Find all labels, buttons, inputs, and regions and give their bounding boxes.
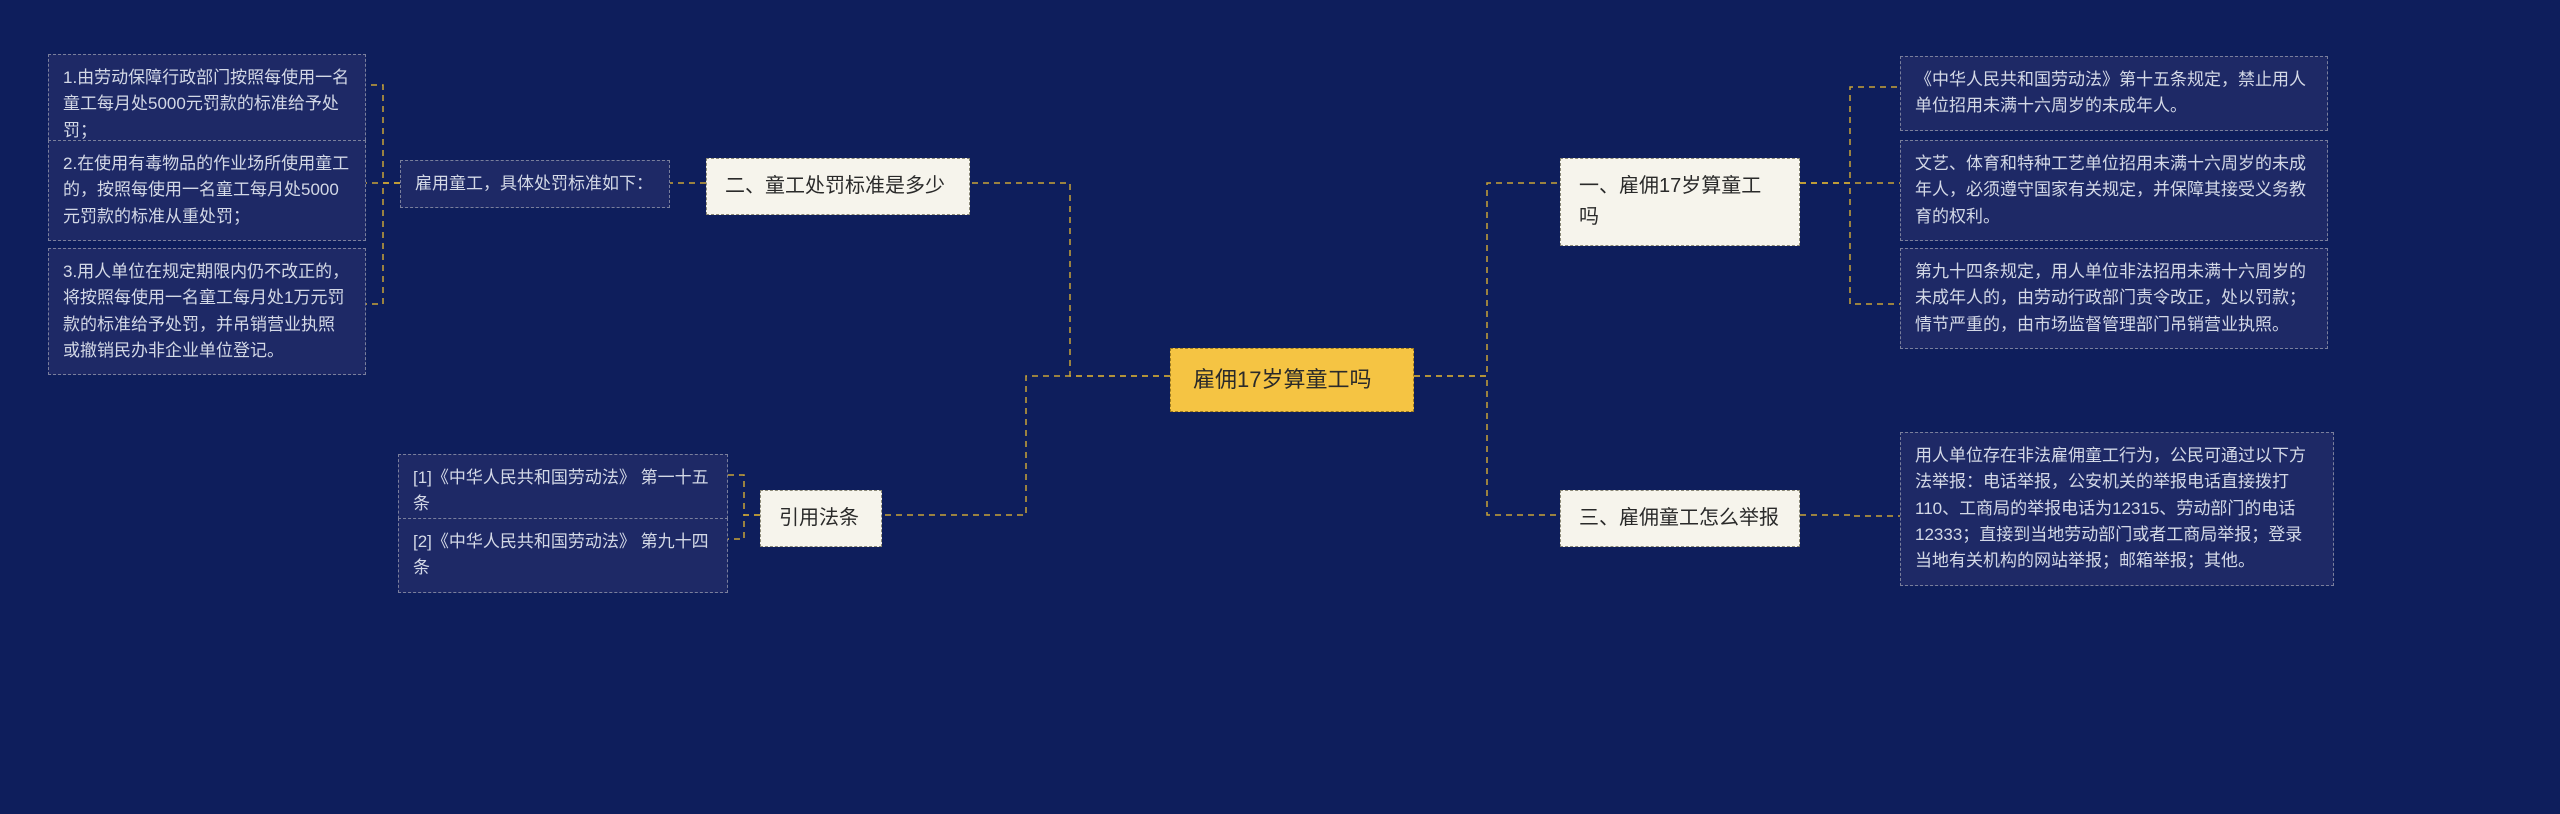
branch-3: 三、雇佣童工怎么举报 <box>1560 490 1800 547</box>
branch-3-leaf-1: 用人单位存在非法雇佣童工行为，公民可通过以下方法举报：电话举报，公安机关的举报电… <box>1900 432 2334 586</box>
branch-2-leaf-3: 3.用人单位在规定期限内仍不改正的，将按照每使用一名童工每月处1万元罚款的标准给… <box>48 248 366 375</box>
branch-1: 一、雇佣17岁算童工吗 <box>1560 158 1800 246</box>
branch-2: 二、童工处罚标准是多少 <box>706 158 970 215</box>
branch-1-leaf-2: 文艺、体育和特种工艺单位招用未满十六周岁的未成年人，必须遵守国家有关规定，并保障… <box>1900 140 2328 241</box>
branch-1-leaf-3: 第九十四条规定，用人单位非法招用未满十六周岁的未成年人的，由劳动行政部门责令改正… <box>1900 248 2328 349</box>
root-node: 雇佣17岁算童工吗 <box>1170 348 1414 412</box>
branch-2-sub-1: 雇用童工，具体处罚标准如下： <box>400 160 670 208</box>
branch-4: 引用法条 <box>760 490 882 547</box>
branch-2-leaf-2: 2.在使用有毒物品的作业场所使用童工的，按照每使用一名童工每月处5000元罚款的… <box>48 140 366 241</box>
branch-1-leaf-1: 《中华人民共和国劳动法》第十五条规定，禁止用人单位招用未满十六周岁的未成年人。 <box>1900 56 2328 131</box>
branch-4-leaf-2: [2]《中华人民共和国劳动法》 第九十四条 <box>398 518 728 593</box>
